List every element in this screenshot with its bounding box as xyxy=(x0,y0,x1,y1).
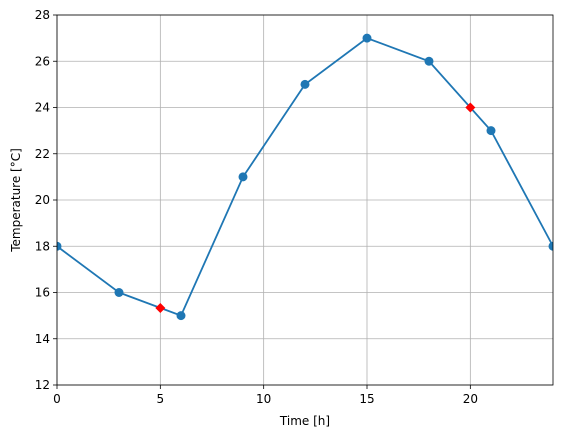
data-point xyxy=(176,311,186,321)
highlight-point xyxy=(155,302,166,313)
x-tick-label: 5 xyxy=(157,392,165,406)
data-point xyxy=(362,33,372,43)
x-tick-label: 10 xyxy=(256,392,271,406)
highlight-point xyxy=(465,102,476,113)
y-axis: 12 14 16 18 20 22 24 26 28 xyxy=(35,8,57,392)
y-tick-label: 28 xyxy=(35,8,50,22)
y-tick-label: 18 xyxy=(35,239,50,253)
data-point xyxy=(424,56,434,66)
y-tick-label: 22 xyxy=(35,147,50,161)
y-tick-label: 14 xyxy=(35,332,50,346)
y-tick-label: 20 xyxy=(35,193,50,207)
grid xyxy=(56,14,553,386)
x-axis: 0 5 10 15 20 xyxy=(53,385,478,406)
data-point xyxy=(238,172,248,182)
series-line xyxy=(57,37,553,317)
data-point xyxy=(57,241,62,251)
x-tick-label: 0 xyxy=(53,392,61,406)
x-axis-label: Time [h] xyxy=(279,414,330,428)
plot-area xyxy=(57,33,553,321)
x-tick-label: 20 xyxy=(463,392,478,406)
y-tick-label: 26 xyxy=(35,54,50,68)
data-point xyxy=(548,241,553,251)
data-point xyxy=(114,288,124,297)
y-axis-label: Temperature [°C] xyxy=(9,148,23,253)
x-tick-label: 15 xyxy=(359,392,374,406)
series-layer xyxy=(57,33,553,321)
y-tick-label: 24 xyxy=(35,101,50,115)
data-point xyxy=(486,126,496,136)
data-point xyxy=(300,79,310,89)
y-tick-label: 12 xyxy=(35,378,50,392)
y-tick-label: 16 xyxy=(35,286,50,300)
